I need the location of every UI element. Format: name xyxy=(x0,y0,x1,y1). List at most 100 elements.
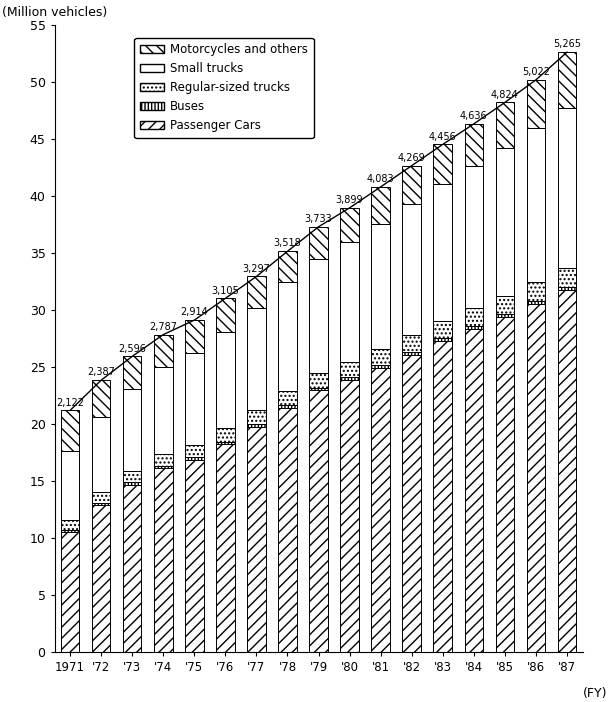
Text: 2,387: 2,387 xyxy=(87,367,115,378)
Bar xyxy=(61,532,79,652)
Bar xyxy=(495,147,514,296)
Bar xyxy=(309,373,328,388)
Text: 3,899: 3,899 xyxy=(336,195,363,205)
Bar xyxy=(465,166,483,308)
Bar xyxy=(402,204,421,336)
Text: 4,083: 4,083 xyxy=(367,174,394,184)
Bar xyxy=(216,331,235,428)
Bar xyxy=(558,287,577,290)
Text: 4,636: 4,636 xyxy=(460,111,488,121)
Bar xyxy=(247,411,266,424)
Bar xyxy=(247,277,266,308)
Text: 2,787: 2,787 xyxy=(149,322,177,332)
Bar xyxy=(402,166,421,204)
Text: 2,596: 2,596 xyxy=(119,343,146,354)
Bar xyxy=(278,251,297,282)
Bar xyxy=(465,326,483,329)
Bar xyxy=(495,317,514,652)
Bar xyxy=(402,355,421,652)
Bar xyxy=(527,128,545,282)
Bar xyxy=(340,362,359,378)
Bar xyxy=(216,444,235,652)
Bar xyxy=(154,367,173,454)
Bar xyxy=(402,336,421,352)
Bar xyxy=(154,335,173,367)
Text: 3,733: 3,733 xyxy=(305,214,332,224)
Bar xyxy=(465,329,483,652)
Bar xyxy=(527,80,545,128)
Bar xyxy=(371,365,390,368)
Bar xyxy=(154,454,173,466)
Text: 5,265: 5,265 xyxy=(553,39,581,49)
Bar xyxy=(309,390,328,652)
Bar xyxy=(558,268,577,287)
Bar xyxy=(558,290,577,652)
Text: 3,297: 3,297 xyxy=(243,264,270,274)
Text: (Million vehicles): (Million vehicles) xyxy=(2,6,107,19)
Bar xyxy=(216,298,235,331)
Text: 3,105: 3,105 xyxy=(211,286,239,296)
Bar xyxy=(495,314,514,317)
Bar xyxy=(371,224,390,349)
Bar xyxy=(123,389,141,471)
Bar xyxy=(123,357,141,389)
Bar xyxy=(185,353,204,444)
Text: 4,269: 4,269 xyxy=(398,153,426,163)
Bar xyxy=(433,322,452,338)
Bar xyxy=(61,519,79,530)
Text: 2,914: 2,914 xyxy=(181,307,208,317)
Bar xyxy=(309,227,328,259)
Bar xyxy=(247,424,266,427)
Bar xyxy=(371,349,390,365)
Bar xyxy=(92,380,111,417)
Legend: Motorcycles and others, Small trucks, Regular-sized trucks, Buses, Passenger Car: Motorcycles and others, Small trucks, Re… xyxy=(134,37,314,138)
Bar xyxy=(123,482,141,484)
Bar xyxy=(185,320,204,353)
Bar xyxy=(61,451,79,519)
Bar xyxy=(433,185,452,322)
Bar xyxy=(154,468,173,652)
Bar xyxy=(92,492,111,503)
Bar xyxy=(371,368,390,652)
Bar xyxy=(340,378,359,380)
Bar xyxy=(185,444,204,457)
Bar xyxy=(278,408,297,652)
Bar xyxy=(495,102,514,147)
Text: 5,022: 5,022 xyxy=(522,67,550,77)
Bar xyxy=(527,282,545,300)
Bar xyxy=(247,308,266,411)
Bar xyxy=(465,308,483,326)
Bar xyxy=(558,52,577,108)
Bar xyxy=(61,411,79,451)
Text: (FY): (FY) xyxy=(583,687,607,700)
Bar xyxy=(61,530,79,532)
Bar xyxy=(340,380,359,652)
Text: 4,824: 4,824 xyxy=(491,90,519,100)
Text: 4,456: 4,456 xyxy=(429,131,457,142)
Text: 3,518: 3,518 xyxy=(274,239,301,249)
Bar xyxy=(278,282,297,391)
Bar xyxy=(92,503,111,505)
Bar xyxy=(558,108,577,268)
Bar xyxy=(185,457,204,460)
Bar xyxy=(216,428,235,442)
Bar xyxy=(527,300,545,303)
Bar xyxy=(371,187,390,224)
Bar xyxy=(92,505,111,652)
Bar xyxy=(185,460,204,652)
Bar xyxy=(495,296,514,314)
Bar xyxy=(433,341,452,652)
Bar xyxy=(247,427,266,652)
Bar xyxy=(216,442,235,444)
Bar xyxy=(433,145,452,185)
Bar xyxy=(527,303,545,652)
Bar xyxy=(433,338,452,341)
Bar xyxy=(340,208,359,242)
Bar xyxy=(154,466,173,468)
Bar xyxy=(123,471,141,482)
Bar xyxy=(340,242,359,362)
Bar xyxy=(123,484,141,652)
Bar xyxy=(309,259,328,373)
Bar xyxy=(402,352,421,355)
Bar xyxy=(465,124,483,166)
